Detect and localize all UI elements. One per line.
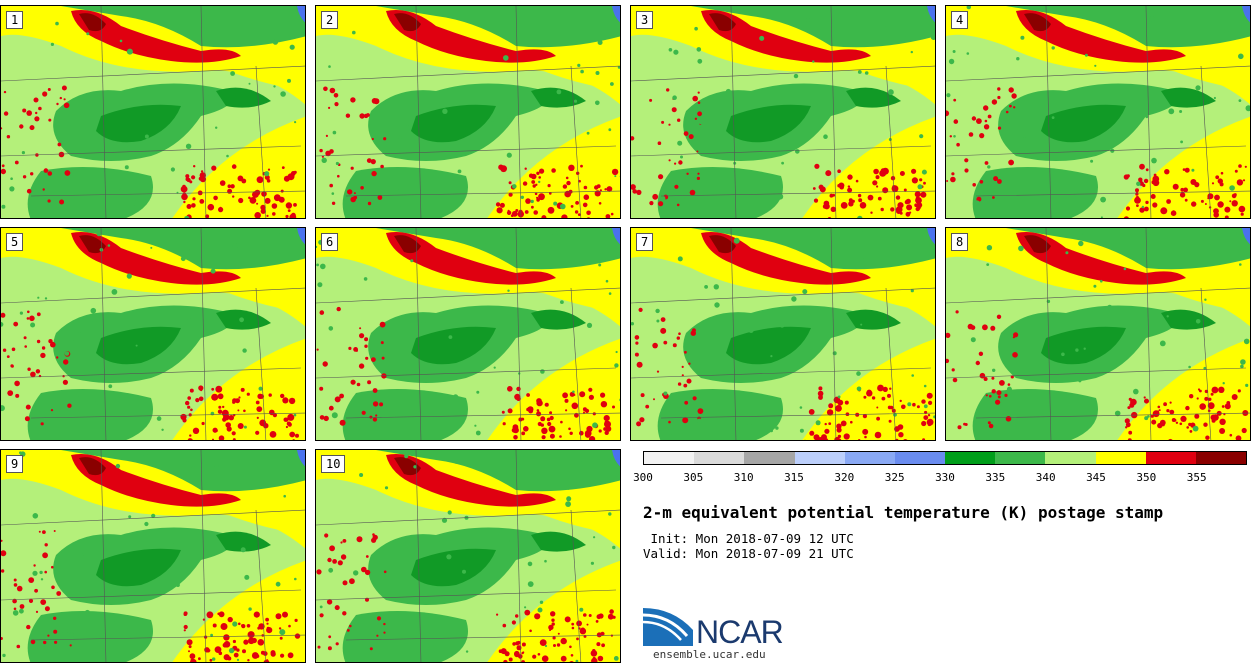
colorbar-tick-label: 335 <box>985 471 1006 484</box>
map-icon <box>631 228 935 440</box>
map-icon <box>946 228 1250 440</box>
colorbar-tick-label: 305 <box>683 471 704 484</box>
colorbar <box>643 451 1247 465</box>
colorbar-swatch <box>694 452 745 464</box>
member-panel: 3 <box>630 5 936 219</box>
colorbar-tick-label: 355 <box>1186 471 1207 484</box>
member-number: 6 <box>321 233 339 251</box>
colorbar-tick-label: 325 <box>884 471 905 484</box>
member-panel: 6 <box>315 227 621 441</box>
member-panel: 4 <box>945 5 1251 219</box>
member-number: 4 <box>951 11 969 29</box>
colorbar-swatch <box>945 452 996 464</box>
member-panel: 9 <box>0 449 306 663</box>
member-panel: 7 <box>630 227 936 441</box>
ncar-logo-icon <box>643 608 693 646</box>
colorbar-swatch <box>744 452 795 464</box>
colorbar-swatch <box>794 452 845 464</box>
colorbar-swatch <box>1095 452 1146 464</box>
member-number: 3 <box>636 11 654 29</box>
member-panel: 5 <box>0 227 306 441</box>
colorbar-tick-label: 315 <box>784 471 804 484</box>
colorbar-tick-label: 320 <box>834 471 855 484</box>
colorbar-swatch <box>995 452 1046 464</box>
colorbar-swatch <box>894 452 946 464</box>
member-number: 8 <box>951 233 969 251</box>
colorbar-swatch <box>1195 452 1247 464</box>
colorbar-tick-label: 340 <box>1035 471 1056 484</box>
ncar-logo-text: NCAR <box>696 614 784 650</box>
website-label: ensemble.ucar.edu <box>653 648 766 661</box>
member-number: 9 <box>6 455 24 473</box>
map-icon <box>631 6 935 218</box>
map-icon <box>1 6 305 218</box>
member-panel: 1 <box>0 5 306 219</box>
member-number: 1 <box>6 11 24 29</box>
valid-time: Valid: Mon 2018-07-09 21 UTC <box>643 546 854 561</box>
colorbar-tick-label: 310 <box>733 471 754 484</box>
member-panel: 8 <box>945 227 1251 441</box>
member-panel: 2 <box>315 5 621 219</box>
map-icon <box>316 450 620 662</box>
colorbar-swatch <box>844 452 895 464</box>
map-icon <box>1 450 305 662</box>
map-icon <box>316 228 620 440</box>
member-panel: 10 <box>315 449 621 663</box>
colorbar-tick-label: 345 <box>1086 471 1106 484</box>
member-number: 10 <box>321 455 346 473</box>
figure-title: 2-m equivalent potential temperature (K)… <box>643 503 1164 522</box>
colorbar-swatch <box>1045 452 1096 464</box>
map-icon <box>316 6 620 218</box>
colorbar-tick-label: 330 <box>935 471 955 484</box>
member-number: 2 <box>321 11 339 29</box>
member-number: 7 <box>636 233 654 251</box>
map-icon <box>1 228 305 440</box>
colorbar-tick-label: 300 <box>633 471 653 484</box>
colorbar-swatch <box>1145 452 1196 464</box>
colorbar-tick-label: 350 <box>1136 471 1157 484</box>
init-time: Init: Mon 2018-07-09 12 UTC <box>643 531 854 546</box>
colorbar-swatch <box>644 452 695 464</box>
map-icon <box>946 6 1250 218</box>
member-number: 5 <box>6 233 24 251</box>
